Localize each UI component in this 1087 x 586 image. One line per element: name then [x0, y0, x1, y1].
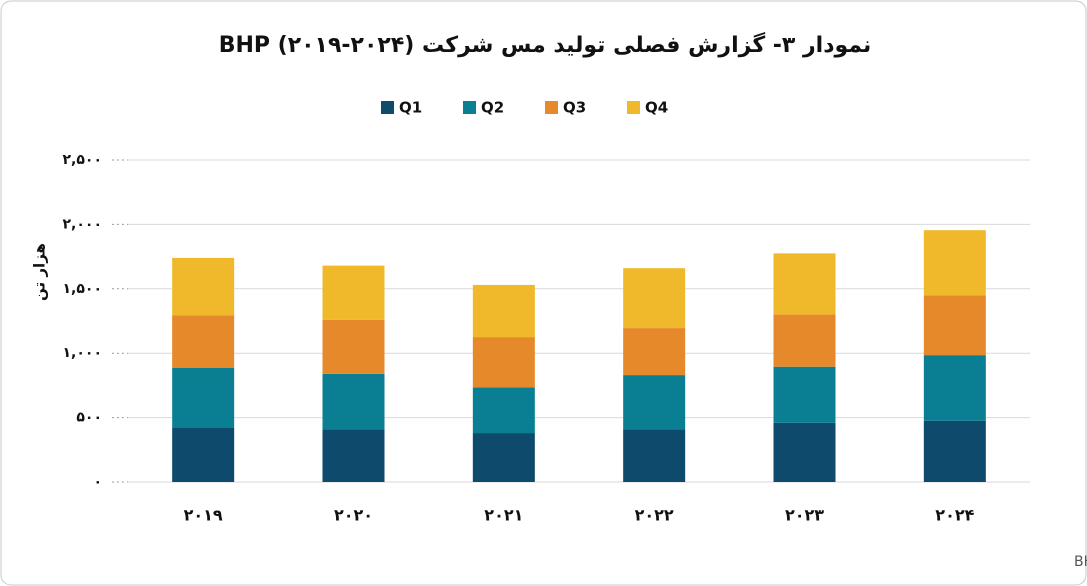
legend-label: Q3 [563, 99, 586, 117]
y-tick-label: ۲,۰۰۰ [63, 216, 103, 232]
legend-swatch [463, 101, 476, 114]
bar-segment [923, 230, 986, 296]
chart-title: نمودار ۳- گزارش فصلی تولید مس شرکت BHP (… [219, 31, 872, 58]
bar-segment [172, 315, 235, 369]
y-tick-label: ۲,۵۰۰ [63, 152, 103, 168]
bar-segment [322, 429, 385, 482]
y-tick-label: ۰ [93, 474, 102, 490]
x-tick-label: ۲۰۲۰ [334, 506, 373, 525]
bar-segment [773, 422, 836, 482]
bar-segment [773, 253, 836, 315]
bar-segment [172, 427, 235, 482]
bar-segment [623, 268, 686, 329]
bar-segment [923, 355, 986, 421]
legend-swatch [381, 101, 394, 114]
bar-segment [472, 337, 535, 388]
x-tick-label: ۲۰۲۳ [785, 506, 824, 525]
bar-segment [172, 368, 235, 428]
bar-segment [472, 284, 535, 338]
legend-swatch [627, 101, 640, 114]
y-tick-label: ۵۰۰ [76, 410, 102, 426]
bar-segment [472, 433, 535, 482]
bar-segment [923, 295, 986, 356]
x-tick-label: ۲۰۱۹ [184, 506, 223, 525]
x-tick-label: ۲۰۲۴ [935, 506, 974, 525]
y-axis-label: هزار تن [31, 243, 49, 301]
bar-segment [623, 429, 686, 482]
y-tick-label: ۱,۰۰۰ [63, 345, 103, 361]
bar-segment [472, 387, 535, 434]
x-tick-label: ۲۰۲۱ [484, 506, 523, 525]
bar-segment [322, 373, 385, 430]
bar-segment [773, 314, 836, 367]
x-tick-label: ۲۰۲۲ [635, 506, 674, 525]
bar-segment [322, 319, 385, 374]
legend-label: Q1 [399, 99, 422, 117]
legend-label: Q2 [481, 99, 504, 117]
bar-segment [623, 375, 686, 430]
bar-segment [773, 366, 836, 423]
legend-swatch [545, 101, 558, 114]
bar-segment [172, 257, 235, 316]
y-tick-label: ۱,۵۰۰ [63, 281, 103, 297]
bar-segment [623, 328, 686, 376]
legend-label: Q4 [645, 99, 668, 117]
bar-segment [923, 420, 986, 482]
bar-segment [322, 265, 385, 320]
source-note: منبع: گزارشات رسمی سالانه شرکت BHP [1074, 553, 1087, 570]
